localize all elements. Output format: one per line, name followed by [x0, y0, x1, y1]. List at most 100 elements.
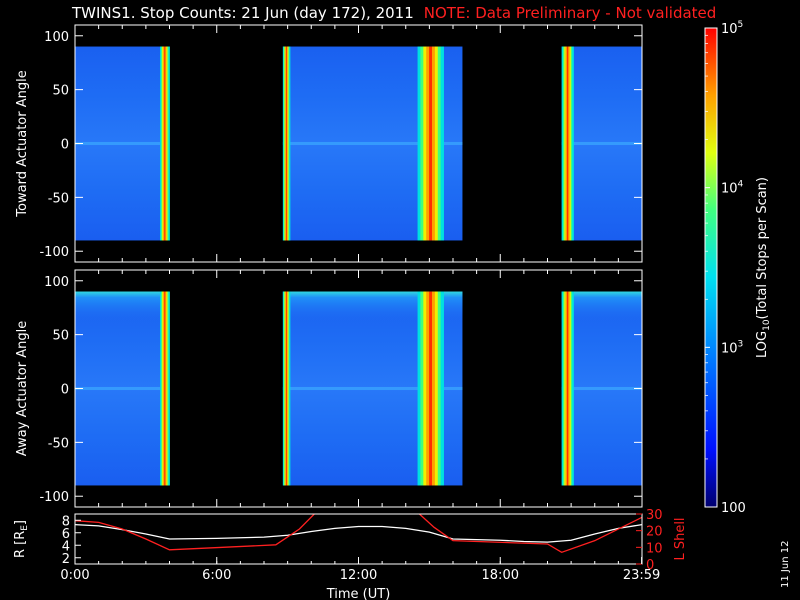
- band-stripe: [566, 46, 569, 241]
- y-tick-label: -100: [39, 490, 69, 505]
- band-stripe: [167, 46, 169, 241]
- colorbar-label-base: LOG: [755, 331, 770, 358]
- series-r-distance-line: [75, 523, 642, 543]
- colorbar: 100 103 104 105 LOG10(Total Stops per Scan): [704, 20, 772, 516]
- band-stripe: [569, 46, 572, 241]
- band-stripe: [165, 291, 167, 486]
- band-stripe: [162, 291, 164, 486]
- band-stripe: [166, 291, 168, 486]
- colorbar-tick-exp: 5: [738, 20, 744, 30]
- right-tick-label: 20: [646, 525, 663, 540]
- date-stamp: 11 Jun 12: [780, 540, 791, 588]
- band-stripe: [420, 291, 424, 486]
- bright-band-1: [160, 46, 170, 241]
- band-stripe: [423, 291, 427, 486]
- band-stripe: [168, 291, 170, 486]
- colorbar-tick-exp: 3: [738, 339, 744, 349]
- band-stripe: [566, 291, 569, 486]
- title-text: TWINS1. Stop Counts: 21 Jun (day 172), 2…: [72, 4, 414, 22]
- band-stripe: [286, 291, 288, 486]
- band-stripe: [284, 46, 286, 241]
- band-stripe: [285, 291, 287, 486]
- band-stripe: [561, 46, 564, 241]
- y-axis-label: Toward Actuator Angle: [15, 70, 30, 217]
- left-tick-label: 2: [62, 552, 70, 567]
- band-stripe: [434, 291, 439, 486]
- colorbar-tick-label: 105: [721, 20, 743, 37]
- colorbar-label-rest: (Total Stops per Scan): [755, 177, 770, 319]
- x-tick-label: 6:00: [202, 568, 231, 583]
- band-stripe: [434, 46, 439, 241]
- band-stripe: [565, 291, 568, 486]
- band-stripe: [284, 291, 286, 486]
- band-stripe: [286, 46, 288, 241]
- band-stripe: [561, 291, 564, 486]
- heatmap-panels: 100 50 0 -50 -100 Toward Actuator Angle 100 50 0…: [15, 24, 643, 508]
- r-axis-label-sub: E: [20, 525, 30, 531]
- right-tick-label: 0: [646, 558, 654, 573]
- band-stripe: [565, 46, 568, 241]
- colorbar-gradient: [704, 27, 718, 508]
- band-stripe: [570, 291, 573, 486]
- left-tick-label: 6: [62, 527, 70, 542]
- r-axis-label-base: R [R: [13, 531, 28, 558]
- colorbar-tick-label: 100: [721, 501, 746, 516]
- colorbar-tick-exp: 4: [738, 180, 744, 190]
- bright-band-3: [417, 46, 444, 241]
- x-tick-label: 12:00: [340, 568, 377, 583]
- heatmap-panel-1: 100 50 0 -50 -100 Toward Actuator Angle: [15, 24, 643, 263]
- band-stripe: [429, 291, 433, 486]
- band-stripe: [568, 291, 570, 486]
- zero-stripe-1: [75, 142, 170, 145]
- band-stripe: [426, 46, 430, 241]
- right-tick-label: 30: [646, 508, 663, 523]
- left-tick-label: 8: [62, 514, 70, 529]
- band-stripe: [569, 291, 572, 486]
- band-stripe: [166, 46, 168, 241]
- l-shell-axis-label: L Shell: [673, 517, 688, 560]
- bright-band-4: [561, 46, 574, 241]
- colorbar-tick-base: 100: [721, 501, 746, 516]
- band-stripe: [287, 46, 289, 241]
- bright-band-3: [417, 291, 444, 486]
- band-stripe: [163, 46, 165, 241]
- orbit-frame: [74, 513, 643, 565]
- left-tick-label: 4: [62, 539, 70, 554]
- zero-stripe-3: [561, 142, 642, 145]
- band-stripe: [288, 291, 290, 486]
- x-tick-label: 23:59: [623, 568, 660, 583]
- band-stripe: [288, 46, 290, 241]
- right-tick-label: 10: [646, 541, 663, 556]
- band-stripe: [562, 46, 565, 241]
- band-stripe: [564, 46, 567, 241]
- bright-band-4: [561, 291, 574, 486]
- top-edge-3: [561, 291, 642, 322]
- band-stripe: [570, 46, 573, 241]
- band-stripe: [432, 291, 436, 486]
- y-axis-label: Away Actuator Angle: [15, 321, 30, 456]
- r-axis-label-close: ]: [13, 520, 28, 525]
- band-stripe: [572, 46, 574, 241]
- y-tick-label: 50: [52, 329, 69, 344]
- band-stripe: [289, 46, 291, 241]
- colorbar-tick-label: 103: [721, 339, 743, 356]
- y-tick-label: 50: [52, 84, 69, 99]
- band-stripe: [162, 46, 164, 241]
- band-stripe: [282, 46, 285, 241]
- zero-stripe-3: [561, 387, 642, 390]
- band-stripe: [432, 46, 436, 241]
- zero-stripe-1: [75, 387, 170, 390]
- band-stripe: [440, 46, 444, 241]
- y-tick-label: 0: [61, 383, 69, 398]
- data-note: NOTE: Data Preliminary - Not validated: [423, 4, 717, 22]
- bright-band-2: [282, 291, 291, 486]
- band-stripe: [420, 46, 424, 241]
- colorbar-tick-label: 104: [721, 180, 744, 197]
- chart-title: TWINS1. Stop Counts: 21 Jun (day 172), 2…: [72, 4, 716, 22]
- colorbar-label-sub: 10: [762, 319, 772, 331]
- band-stripe: [160, 291, 162, 486]
- series-l-shell-line: [75, 514, 642, 554]
- y-tick-label: 0: [61, 138, 69, 153]
- band-stripe: [285, 46, 287, 241]
